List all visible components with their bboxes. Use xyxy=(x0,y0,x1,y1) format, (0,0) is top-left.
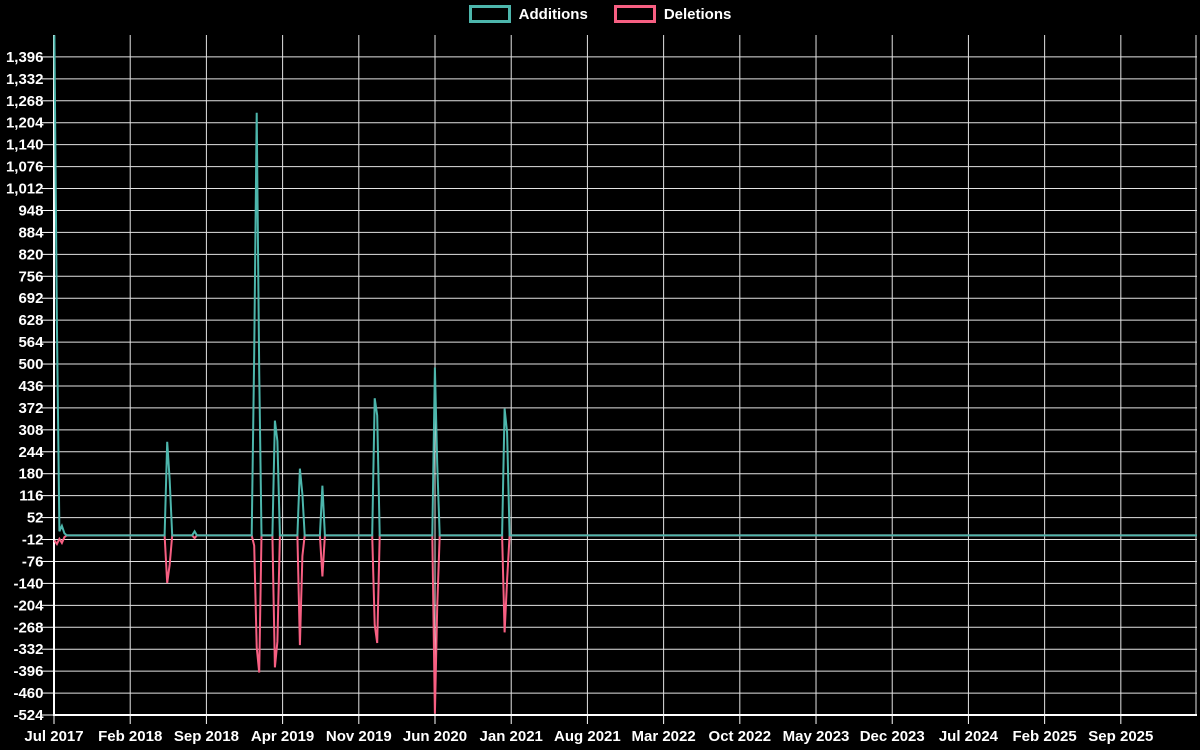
x-tick-label: May 2023 xyxy=(783,728,850,745)
y-tick-label: -332 xyxy=(13,641,43,658)
legend-label-additions: Additions xyxy=(518,5,588,23)
x-tick-label: Sep 2025 xyxy=(1088,728,1153,745)
x-tick-label: Mar 2022 xyxy=(632,728,696,745)
x-tick-label: Oct 2022 xyxy=(709,728,772,745)
y-tick-label: -460 xyxy=(13,685,43,702)
y-tick-label: 948 xyxy=(18,202,43,219)
legend-item-deletions[interactable]: Deletions xyxy=(613,5,732,23)
y-tick-label: 372 xyxy=(18,400,43,417)
deletions-line[interactable] xyxy=(53,534,1197,714)
y-tick-label: 1,332 xyxy=(6,71,44,88)
y-tick-label: 628 xyxy=(18,312,43,329)
deletions-swatch-icon xyxy=(613,5,656,23)
y-tick-label: 820 xyxy=(18,246,43,263)
x-tick-label: Feb 2018 xyxy=(98,728,162,745)
y-tick-label: -140 xyxy=(13,575,43,592)
additions-swatch-icon xyxy=(468,5,511,23)
x-tick-label: Feb 2025 xyxy=(1013,728,1077,745)
y-tick-label: -76 xyxy=(22,553,44,570)
y-tick-label: 564 xyxy=(18,334,44,351)
y-tick-label: 756 xyxy=(18,268,43,285)
x-tick-label: Jan 2021 xyxy=(480,728,543,745)
y-tick-label: -204 xyxy=(13,597,44,614)
y-tick-label: 180 xyxy=(18,466,43,483)
additions-line[interactable] xyxy=(53,35,1197,537)
x-tick-label: Dec 2023 xyxy=(860,728,925,745)
y-tick-label: 436 xyxy=(18,378,43,395)
y-tick-label: -396 xyxy=(13,663,43,680)
y-tick-label: -12 xyxy=(22,532,44,549)
y-tick-label: 692 xyxy=(18,290,43,307)
x-tick-label: Sep 2018 xyxy=(174,728,239,745)
y-tick-label: 1,396 xyxy=(6,49,44,66)
y-tick-label: 884 xyxy=(18,224,44,241)
y-tick-label: 1,268 xyxy=(6,93,44,110)
x-tick-label: Apr 2019 xyxy=(251,728,314,745)
y-tick-label: 52 xyxy=(27,510,44,527)
y-tick-label: 1,140 xyxy=(6,137,44,154)
y-tick-label: 1,012 xyxy=(6,181,44,198)
legend-label-deletions: Deletions xyxy=(663,5,732,23)
x-tick-label: Nov 2019 xyxy=(326,728,392,745)
x-tick-label: Jun 2020 xyxy=(403,728,467,745)
y-tick-label: -268 xyxy=(13,619,43,636)
legend-item-additions[interactable]: Additions xyxy=(468,5,588,23)
x-tick-label: Jul 2024 xyxy=(939,728,999,745)
y-tick-label: 308 xyxy=(18,422,43,439)
y-tick-label: 1,204 xyxy=(6,115,44,132)
chart-legend: Additions Deletions xyxy=(0,5,1200,23)
y-tick-label: -524 xyxy=(13,707,44,724)
y-tick-label: 116 xyxy=(19,488,43,505)
x-tick-label: Jul 2017 xyxy=(24,728,83,745)
y-tick-label: 500 xyxy=(18,356,43,373)
y-tick-label: 244 xyxy=(18,444,44,461)
x-tick-label: Aug 2021 xyxy=(554,728,621,745)
y-tick-label: 1,076 xyxy=(6,159,44,176)
